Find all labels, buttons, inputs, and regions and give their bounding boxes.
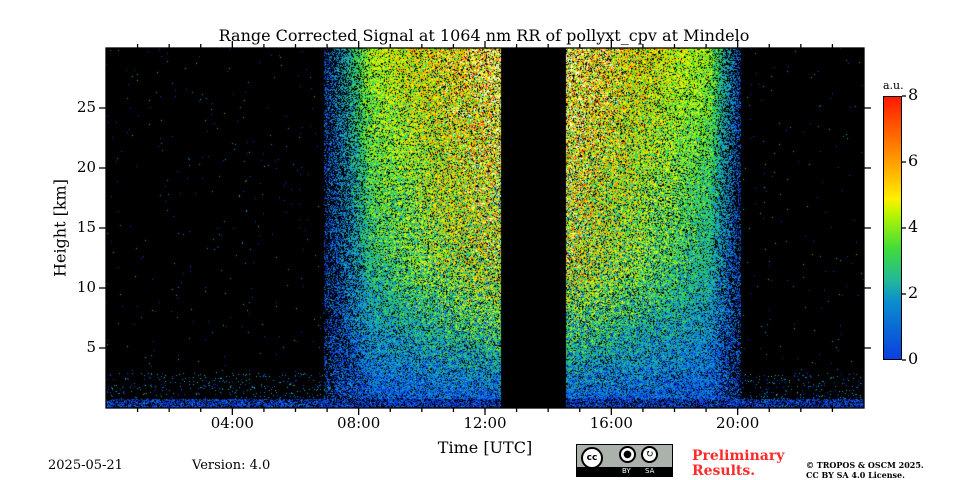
license-text: CC BY SA 4.0 License.: [806, 470, 905, 480]
preliminary-line2: Results.: [692, 463, 756, 479]
version-label: Version: 4.0: [192, 458, 271, 473]
y-tick-label: 20: [76, 158, 96, 176]
y-tick-label: 5: [86, 338, 96, 356]
copyright-text: © TROPOS & OSCM 2025.: [806, 460, 924, 470]
cc-text-bar: BY SA: [577, 467, 672, 476]
colorbar: [883, 96, 902, 360]
colorbar-tick-label: 0: [908, 349, 919, 368]
preliminary-line1: Preliminary: [692, 448, 785, 464]
colorbar-tick-label: 6: [908, 151, 919, 170]
x-tick-label: 20:00: [716, 414, 760, 432]
cc-sa-text: SA: [645, 467, 655, 475]
plot-frame: [105, 47, 865, 409]
attribution-icon: ●: [619, 446, 636, 463]
preliminary-notice: Preliminary Results.: [692, 449, 784, 479]
x-tick-label: 16:00: [589, 414, 633, 432]
share-alike-icon: ↻: [641, 446, 658, 463]
x-tick-label: 12:00: [463, 414, 507, 432]
cc-license-badge[interactable]: cc ● ↻ BY SA: [576, 444, 673, 477]
colorbar-tick-label: 8: [908, 85, 919, 104]
x-axis-label: Time [UTC]: [437, 438, 533, 457]
y-tick-label: 10: [76, 278, 96, 296]
colorbar-tick-label: 2: [908, 283, 919, 302]
x-tick-label: 08:00: [337, 414, 381, 432]
date-label: 2025-05-21: [48, 458, 123, 473]
plot-area: [106, 48, 864, 408]
y-tick-label: 15: [76, 218, 96, 236]
y-tick-label: 25: [76, 98, 96, 116]
copyright-notice: © TROPOS & OSCM 2025. CC BY SA 4.0 Licen…: [806, 460, 924, 480]
heatmap-canvas: [106, 48, 864, 408]
colorbar-unit: a.u.: [883, 79, 904, 92]
chart-title: Range Corrected Signal at 1064 nm RR of …: [218, 26, 750, 45]
cc-icon: cc: [581, 447, 603, 469]
cc-by-text: BY: [622, 467, 631, 475]
y-axis-label: Height [km]: [50, 179, 70, 277]
x-tick-label: 04:00: [210, 414, 254, 432]
colorbar-tick-label: 4: [908, 217, 919, 236]
